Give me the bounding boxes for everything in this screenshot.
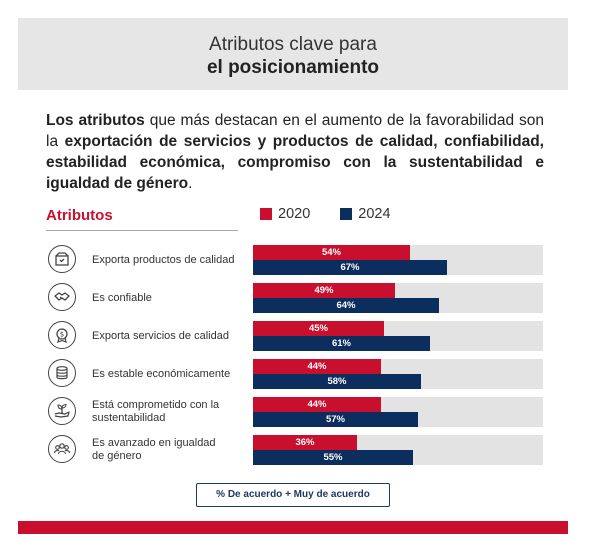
bar-2020 [253,283,395,298]
legend-swatch-2020 [260,208,272,220]
bar-track-2024: 61% [253,336,543,351]
bar-value-label-2024: 61% [331,338,351,349]
title-underline [46,230,238,231]
legend-item-2020: 2020 [260,206,310,222]
bar-value-label-2024: 67% [340,262,360,273]
bar-track-2024: 64% [253,298,543,313]
intro-segment: Los atributos [46,112,145,129]
box-quality-icon [48,245,76,273]
bar-2020 [253,321,384,336]
intro-segment: que más destacan en el aumento de la fav… [46,112,544,150]
coins-icon [48,359,76,387]
category-label: Está comprometido con la sustentabilidad [92,399,220,424]
bar-value-label-2024: 57% [325,414,345,425]
bar-2020 [253,359,381,374]
category-label: Es confiable [92,292,152,304]
bar-2020 [253,245,410,260]
header-band: Atributos clave para el posicionamiento [18,18,568,90]
category-label: Es estable económicamente [92,368,231,380]
measure-note: % De acuerdo + Muy de acuerdo [196,483,390,507]
dollar-badge-icon: $ [48,321,76,349]
bar-2024 [253,450,413,465]
bar-track-2024: 55% [253,450,543,465]
intro-segment: exportación de servicios y productos de … [46,133,544,192]
bar-track-2020: 49% [253,283,543,298]
bar-value-label-2020: 36% [295,437,315,448]
bar-value-label-2020: 44% [307,361,327,372]
bar-2024 [253,374,421,389]
bar-value-label-2020: 54% [321,247,341,258]
bar-2020 [253,435,357,450]
bar-2024 [253,412,418,427]
bar-value-label-2024: 64% [336,300,356,311]
category-label: Exporta productos de calidad [92,254,235,266]
bar-2024 [253,336,430,351]
bar-track-2020: 36% [253,435,543,450]
bar-value-label-2020: 49% [314,285,334,296]
svg-text:$: $ [60,331,64,339]
footer-band [18,521,568,534]
bar-track-2020: 44% [253,359,543,374]
bar-2024 [253,260,447,275]
bar-track-2020: 44% [253,397,543,412]
bar-value-label-2024: 55% [323,452,343,463]
bar-track-2020: 54% [253,245,543,260]
bar-track-2024: 67% [253,260,543,275]
bar-value-label-2020: 44% [307,399,327,410]
chart-title: Atributos [46,207,113,224]
page-title-line2: el posicionamiento [206,57,380,78]
handshake-icon [48,283,76,311]
bar-2024 [253,298,439,313]
chart-row: Está comprometido con la sustentabilidad… [46,396,546,428]
bar-track-2020: 45% [253,321,543,336]
category-label: Exporta servicios de calidad [92,330,229,342]
intro-segment: . [188,175,193,192]
bar-track-2024: 58% [253,374,543,389]
plant-hand-icon [48,397,76,425]
bar-value-label-2020: 45% [308,323,328,334]
chart-legend: 2020 2024 [260,206,421,222]
intro-paragraph: Los atributos que más destacan en el aum… [46,110,544,194]
legend-label-2024: 2024 [358,206,391,222]
page-title-line1: Atributos clave para [209,34,377,55]
legend-item-2024: 2024 [340,206,391,222]
chart-row: Es estable económicamente 44% 58% [46,358,546,390]
people-group-icon [48,435,76,463]
bar-track-2024: 57% [253,412,543,427]
legend-label-2020: 2020 [278,206,311,222]
legend-swatch-2024 [340,208,353,220]
chart-row: Es avanzado en igualdad de género 36% 55% [46,434,546,466]
bar-2020 [253,397,381,412]
chart-row: Exporta productos de calidad 54% 67% [46,244,546,276]
bar-value-label-2024: 58% [327,376,347,387]
chart-row: $ Exporta servicios de calidad 45% 61% [46,320,546,352]
category-label: Es avanzado en igualdad de género [92,437,216,462]
chart-row: Es confiable 49% 64% [46,282,546,314]
